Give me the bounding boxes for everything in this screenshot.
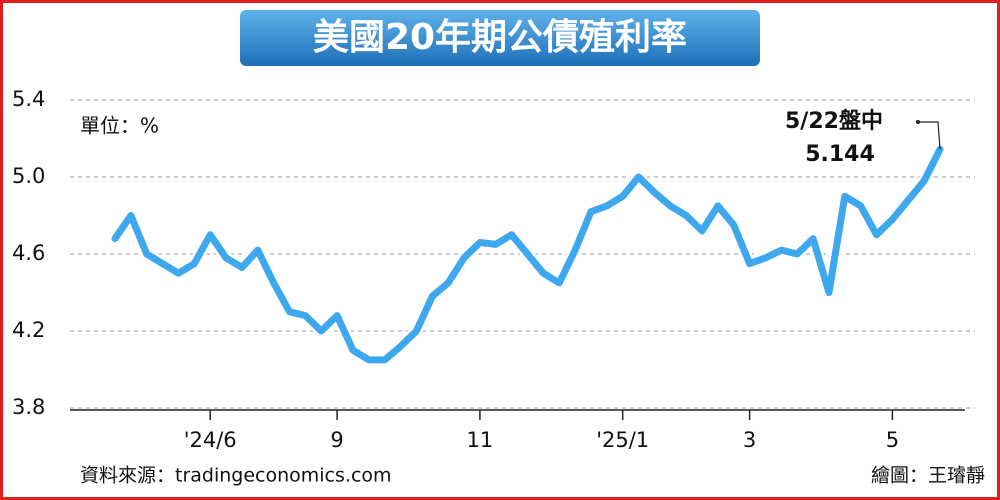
line-series [111,145,944,364]
leader-dot [916,120,920,124]
title-banner [240,10,760,66]
y-tick-label: 5.4 [12,87,45,111]
source: 資料來源：tradingeconomics.com [80,465,392,487]
unit-label: 單位：% [80,114,159,138]
y-tick-label: 5.0 [12,164,45,188]
annotation: 5/22盤中 [785,108,883,134]
x-tick-label: 3 [743,428,756,452]
y-tick-label: 4.2 [12,318,45,342]
x-tick-label: '25/1 [596,428,649,452]
credit: 繪圖：王璿靜 [871,465,985,487]
x-tick-label: 9 [330,428,343,452]
x-tick-label: 11 [467,428,494,452]
value-label: 5.144 [805,142,875,167]
leader [918,121,941,150]
chart-title: 美國20年期公債殖利率 [313,17,687,58]
y-tick-label: 4.6 [12,241,45,265]
x-tick-label: '24/6 [184,428,237,452]
x-tick-label: 5 [886,428,899,452]
y-tick-label: 3.8 [12,395,45,419]
